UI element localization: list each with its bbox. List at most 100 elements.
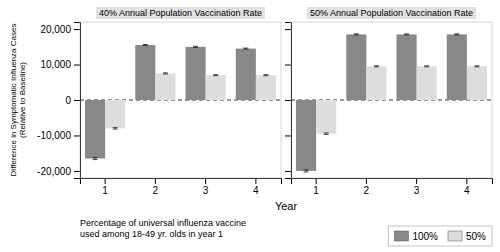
x-tick-label: 4 — [253, 185, 259, 196]
x-axis: 1 2 3 4 — [292, 178, 493, 196]
x-tick: 4 — [253, 178, 259, 196]
y-tick — [285, 65, 291, 66]
bar — [316, 100, 336, 134]
bar — [346, 34, 366, 100]
error-bar — [243, 48, 248, 49]
x-axis-title: Year — [275, 200, 298, 212]
title-background — [307, 7, 476, 19]
annotation: Percentage of universal influenza vaccin… — [80, 218, 246, 239]
bar — [206, 75, 226, 100]
legend-swatch — [394, 231, 408, 241]
error-bar — [93, 157, 98, 159]
chart: -20,000 -10,000 0 10,000 20,000 1 2 3 4 40% Annua… — [0, 0, 500, 252]
error-bar — [193, 46, 198, 47]
bar — [155, 73, 175, 100]
error-bar — [304, 170, 309, 172]
bar — [296, 100, 316, 171]
y-tick-label: 20,000 — [40, 24, 71, 35]
x-tick-label: 4 — [464, 185, 470, 196]
y-tick-mark — [74, 100, 80, 101]
x-tick-mark — [416, 178, 417, 184]
y-tick: -10,000 — [37, 130, 80, 141]
x-tick-label: 3 — [203, 185, 209, 196]
x-tick-label: 1 — [102, 185, 108, 196]
x-tick-mark — [155, 178, 156, 184]
y-tick-label: -20,000 — [37, 166, 71, 177]
bar — [366, 66, 386, 100]
bar — [105, 100, 125, 128]
x-tick: 1 — [313, 178, 319, 196]
legend-swatch — [448, 231, 462, 241]
y-tick: -20,000 — [37, 166, 80, 177]
annotation-line: Percentage of universal influenza vaccin… — [80, 218, 246, 228]
x-axis-line — [292, 179, 493, 185]
bar — [256, 75, 276, 100]
legend-label: 50% — [466, 231, 486, 242]
y-tick-mark — [74, 171, 80, 172]
error-bar — [113, 128, 118, 129]
y-tick-mark — [285, 65, 291, 66]
x-tick-mark — [205, 178, 206, 184]
y-tick-mark — [74, 135, 80, 136]
y-tick — [285, 29, 291, 30]
y-tick-mark — [74, 65, 80, 66]
panel: 1 2 3 4 50% Annual Population Vaccination Ra… — [285, 7, 493, 196]
legend-label: 100% — [412, 231, 438, 242]
panel: -20,000 -10,000 0 10,000 20,000 1 2 3 4 40% Annua… — [37, 7, 281, 196]
error-bar — [474, 66, 479, 67]
x-tick-label: 1 — [313, 185, 319, 196]
bar — [236, 49, 256, 100]
y-tick — [285, 100, 291, 101]
x-tick: 2 — [153, 178, 159, 196]
y-tick-label: 0 — [65, 95, 71, 106]
legend: 100% 50% — [388, 226, 492, 246]
y-axis — [285, 23, 292, 179]
y-tick-label: 10,000 — [40, 59, 71, 70]
error-bar — [324, 133, 329, 134]
error-bar — [424, 66, 429, 67]
annotation-line: used among 18-49 yr. olds in year 1 — [80, 229, 223, 239]
y-tick — [285, 135, 291, 136]
bar — [397, 34, 417, 100]
x-tick: 3 — [203, 178, 209, 196]
title-background — [96, 7, 265, 19]
panel-title: 40% Annual Population Vaccination Rate — [99, 8, 262, 18]
x-tick: 1 — [102, 178, 108, 196]
error-bar — [404, 34, 409, 35]
plot-area — [291, 34, 492, 172]
y-tick: 20,000 — [40, 24, 80, 35]
x-tick-mark — [316, 178, 317, 184]
y-axis: -20,000 -10,000 0 10,000 20,000 — [37, 23, 80, 179]
bar — [135, 45, 155, 100]
error-bar — [213, 75, 218, 76]
y-tick-mark — [74, 29, 80, 30]
x-tick-mark — [366, 178, 367, 184]
x-tick-label: 2 — [153, 185, 159, 196]
x-tick-mark — [466, 178, 467, 184]
x-tick: 3 — [414, 178, 420, 196]
x-axis-line — [81, 179, 282, 185]
error-bar — [163, 73, 168, 74]
error-bar — [354, 34, 359, 35]
y-tick-mark — [285, 171, 291, 172]
error-bar — [374, 66, 379, 67]
x-tick-mark — [255, 178, 256, 184]
bar — [447, 34, 467, 100]
plot-area — [80, 45, 281, 160]
y-tick: 10,000 — [40, 59, 80, 70]
y-tick — [285, 171, 291, 172]
bar — [467, 66, 487, 100]
y-tick: 0 — [65, 95, 80, 106]
y-axis-title-line: Difference in Symptomatic Influenza Case… — [9, 24, 18, 177]
x-tick-label: 2 — [364, 185, 370, 196]
x-tick-label: 3 — [414, 185, 420, 196]
error-bar — [143, 45, 148, 46]
y-tick-mark — [285, 100, 291, 101]
panel-title: 50% Annual Population Vaccination Rate — [310, 8, 473, 18]
x-tick: 4 — [464, 178, 470, 196]
legend-frame — [388, 226, 492, 246]
bar — [186, 47, 206, 100]
y-tick-mark — [285, 135, 291, 136]
y-tick-label: -10,000 — [37, 130, 71, 141]
x-tick-mark — [105, 178, 106, 184]
